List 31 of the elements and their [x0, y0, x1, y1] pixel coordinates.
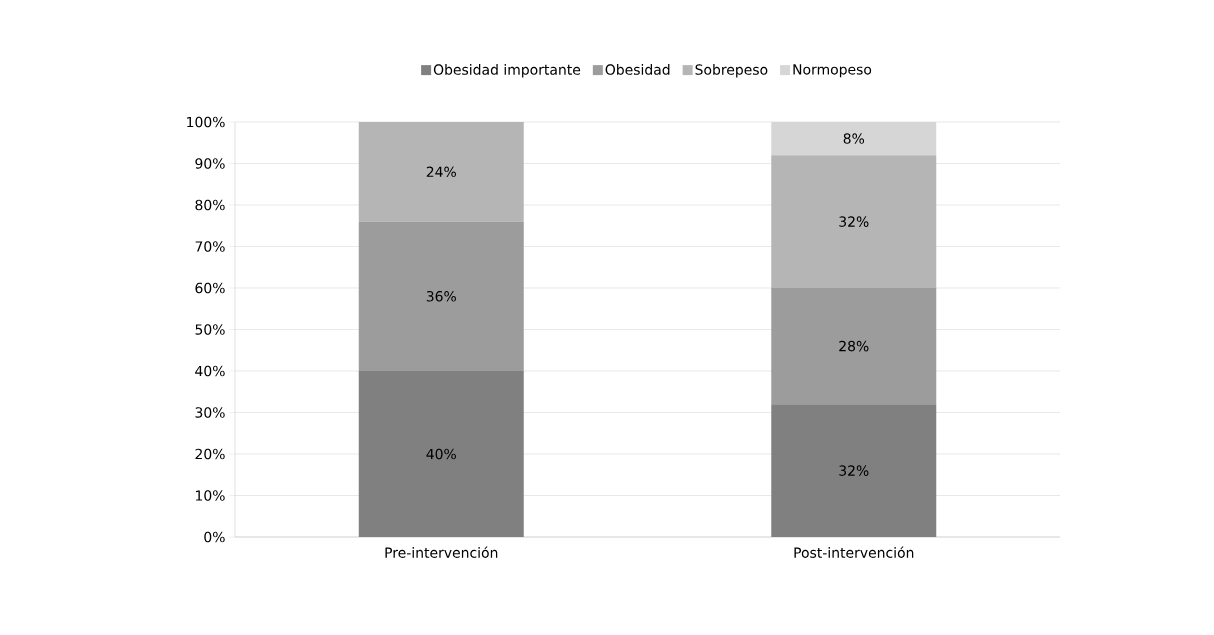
bar: [771, 288, 937, 405]
data-label: 32%: [839, 216, 869, 227]
bar: [358, 221, 524, 371]
x-tick-label: Post-intervención: [794, 546, 914, 558]
y-tick-label: 90%: [195, 158, 225, 169]
y-tick-label: 40%: [195, 365, 225, 377]
legend-label: Sobrepeso: [695, 64, 768, 78]
y-tick-label: 60%: [195, 282, 225, 294]
legend-label: Obesidad: [605, 64, 670, 75]
bar: [358, 121, 524, 222]
data-label: 24%: [426, 166, 456, 178]
y-tick-label: 100%: [187, 116, 225, 128]
data-label: 28%: [839, 340, 869, 352]
legend-label: Normopeso: [793, 64, 872, 78]
bar: [771, 404, 937, 537]
bar: [358, 371, 524, 537]
data-label: 40%: [426, 448, 456, 460]
y-tick-label: 70%: [195, 241, 225, 252]
y-tick-label: 50%: [195, 324, 225, 335]
y-tick-label: 0%: [204, 531, 225, 543]
data-label: 36%: [426, 291, 456, 302]
x-tick-label: Pre-intervención: [385, 546, 498, 558]
data-label: 32%: [839, 465, 869, 476]
data-label: 8%: [843, 133, 865, 144]
bar: [771, 121, 937, 156]
y-tick-label: 10%: [196, 490, 225, 501]
y-tick-label: 30%: [195, 407, 225, 418]
bar: [771, 155, 937, 288]
y-tick-label: 80%: [195, 199, 225, 211]
y-tick-label: 20%: [195, 448, 225, 460]
legend-label: Obesidad importante: [433, 64, 581, 78]
